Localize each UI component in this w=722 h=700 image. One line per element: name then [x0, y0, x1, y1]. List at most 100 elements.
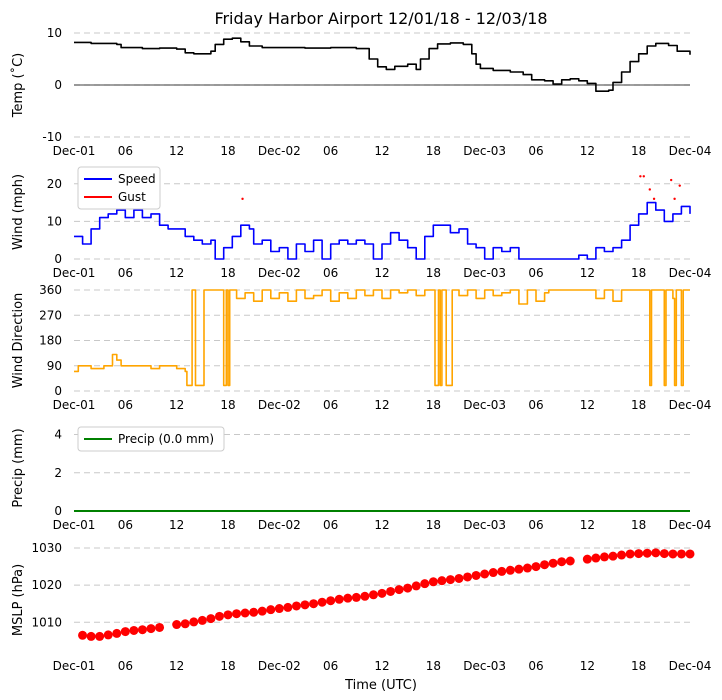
data-point-mslp-mslp	[437, 576, 447, 586]
data-point-mslp-mslp	[317, 597, 327, 607]
legend-box-precip	[77, 426, 225, 452]
data-point-mslp-mslp	[266, 605, 276, 615]
data-point-mslp-mslp	[548, 558, 558, 568]
y-axis-label-mslp: MSLP (hPa)	[11, 564, 26, 636]
y-tick-label-wind: 20	[47, 177, 62, 191]
x-tick-label-wind: 18	[220, 266, 235, 280]
data-point-wind-gust	[673, 197, 676, 201]
data-point-mslp-mslp	[514, 564, 524, 574]
x-tick-label-mslp: 06	[323, 659, 338, 673]
data-point-mslp-mslp	[463, 572, 473, 582]
x-tick-label-temp: 06	[528, 144, 543, 158]
legend-label-wind: Speed	[118, 172, 156, 186]
data-point-mslp-mslp	[78, 630, 88, 640]
x-tick-label-temp: Dec-01	[53, 144, 96, 158]
data-point-wind-gust	[639, 175, 642, 178]
x-tick-label-mslp: 18	[426, 659, 441, 673]
data-point-mslp-mslp	[172, 620, 182, 630]
y-axis-label-wind: Wind (mph)	[11, 174, 26, 250]
data-point-mslp-mslp	[394, 585, 404, 595]
data-point-mslp-mslp	[540, 560, 550, 570]
x-tick-label-wind: Dec-04	[669, 266, 712, 280]
data-point-wind-gust	[642, 175, 645, 178]
x-tick-label-wdir: 18	[220, 398, 235, 412]
data-point-mslp-mslp	[223, 610, 233, 620]
x-tick-label-mslp: Dec-01	[53, 659, 96, 673]
data-point-mslp-mslp	[625, 549, 635, 559]
series-line-temp-temperature	[74, 37, 691, 92]
panel-mslp: 1010 1020 1030 Dec-01 06 12 18 Dec-02 06 12 18 Dec-…	[11, 541, 711, 673]
panel-wind: 0 10 20 Dec-01 06 12 18 Dec-02 06 12 18 Dec-03 06 12 1…	[11, 166, 712, 280]
x-tick-label-wind: 06	[118, 266, 133, 280]
x-tick-label-wind: 12	[580, 266, 595, 280]
x-tick-label-mslp: 18	[220, 659, 235, 673]
y-axis-label-temp: Temp (˚C)	[10, 53, 26, 119]
x-tick-label-mslp: 12	[580, 659, 595, 673]
x-tick-label-wind: 06	[323, 266, 338, 280]
legend-label-precip: Precip (0.0 mm)	[118, 432, 214, 446]
data-point-mslp-mslp	[445, 575, 455, 585]
panel-temp: -10 0 10 Dec-01 06 12 18 Dec-02 06 12 18 Dec-03 06 12…	[10, 26, 711, 158]
data-point-mslp-mslp	[86, 631, 96, 641]
x-tick-label-precip: Dec-01	[53, 518, 96, 532]
x-tick-label-wdir: 12	[169, 398, 184, 412]
x-tick-label-precip: 06	[323, 518, 338, 532]
data-point-mslp-mslp	[214, 611, 224, 621]
data-point-mslp-mslp	[634, 549, 644, 559]
data-point-mslp-mslp	[428, 577, 438, 587]
x-tick-label-mslp: 06	[528, 659, 543, 673]
data-point-mslp-mslp	[206, 614, 216, 624]
x-tick-label-mslp: Dec-02	[258, 659, 301, 673]
series-line-wdir-wind-direction	[74, 289, 690, 387]
x-tick-label-temp: Dec-02	[258, 144, 301, 158]
x-tick-label-wdir: Dec-03	[463, 398, 506, 412]
x-tick-label-temp: 18	[631, 144, 646, 158]
x-tick-label-wind: Dec-02	[258, 266, 301, 280]
x-tick-label-wind: 12	[374, 266, 389, 280]
data-point-wind-gust	[648, 188, 651, 191]
x-tick-label-precip: 06	[118, 518, 133, 532]
x-tick-label-wdir: 06	[118, 398, 133, 412]
y-tick-label-mslp: 1010	[31, 615, 62, 629]
data-point-mslp-mslp	[103, 630, 113, 640]
x-axis-label: Time (UTC)	[344, 678, 417, 693]
data-point-mslp-mslp	[676, 549, 686, 559]
x-tick-label-wdir: 18	[631, 398, 646, 412]
x-tick-label-temp: 06	[118, 144, 133, 158]
x-tick-label-wdir: 06	[323, 398, 338, 412]
x-tick-label-precip: 12	[580, 518, 595, 532]
data-point-mslp-mslp	[309, 599, 319, 609]
data-point-mslp-mslp	[377, 588, 387, 598]
y-tick-label-precip: 2	[54, 466, 62, 480]
data-point-mslp-mslp	[497, 566, 507, 576]
y-tick-label-mslp: 1020	[31, 578, 62, 592]
legend-box-wind	[77, 166, 161, 210]
data-point-mslp-mslp	[291, 601, 301, 611]
y-tick-label-wind: 0	[54, 252, 62, 266]
x-tick-label-mslp: Dec-03	[463, 659, 506, 673]
x-tick-label-wind: 18	[631, 266, 646, 280]
y-tick-label-wdir: 360	[39, 283, 62, 297]
data-point-wind-gust	[652, 197, 656, 201]
data-point-mslp-mslp	[411, 581, 421, 591]
x-tick-label-wdir: 12	[580, 398, 595, 412]
data-point-mslp-mslp	[522, 563, 532, 573]
data-point-mslp-mslp	[582, 554, 592, 564]
y-tick-label-mslp: 1030	[31, 541, 62, 555]
x-tick-label-wdir: 18	[426, 398, 441, 412]
y-axis-label-wdir: Wind Direction	[11, 293, 26, 389]
data-point-mslp-mslp	[608, 551, 618, 561]
data-point-mslp-mslp	[283, 602, 293, 612]
x-tick-label-wdir: 06	[528, 398, 543, 412]
x-tick-label-mslp: 12	[169, 659, 184, 673]
data-point-mslp-mslp	[488, 568, 498, 578]
x-tick-label-temp: 12	[580, 144, 595, 158]
data-point-mslp-mslp	[343, 593, 353, 603]
panel-precip: 0 2 4 Dec-01 06 12 18 Dec-02 06 12 18 Dec-03 06 12 18 D…	[11, 426, 711, 532]
data-point-mslp-mslp	[642, 548, 652, 558]
y-tick-label-wind: 10	[47, 214, 62, 228]
x-tick-label-precip: 12	[169, 518, 184, 532]
y-tick-label-precip: 0	[54, 504, 62, 518]
x-tick-label-wind: Dec-03	[463, 266, 506, 280]
x-tick-label-precip: Dec-02	[258, 518, 301, 532]
